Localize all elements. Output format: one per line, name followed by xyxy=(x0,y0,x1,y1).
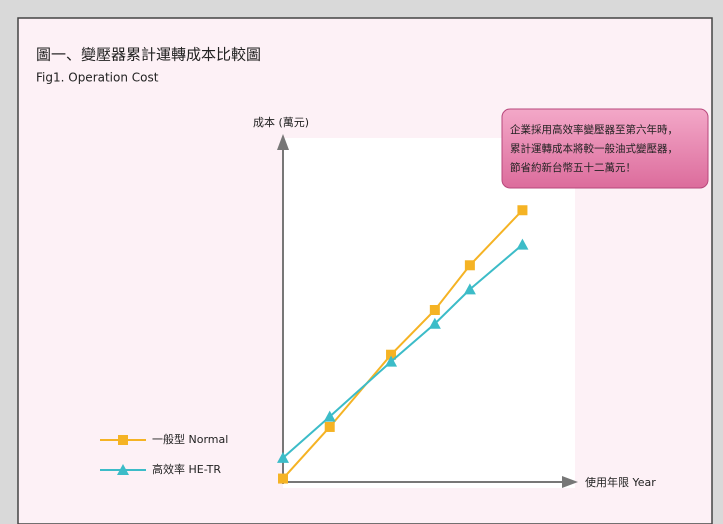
legend-label: 高效率 HE-TR xyxy=(152,462,221,476)
plot-area xyxy=(283,138,575,488)
legend-marker xyxy=(118,435,128,445)
marker xyxy=(278,473,288,484)
chart-title: 圖一、變壓器累計運轉成本比較圖 xyxy=(36,46,261,64)
annotation-line: 企業採用高效率變壓器至第六年時， xyxy=(510,123,678,136)
legend-label: 一般型 Normal xyxy=(152,432,228,446)
marker xyxy=(323,410,336,422)
marker xyxy=(324,421,335,432)
marker xyxy=(385,355,398,367)
marker xyxy=(386,349,397,360)
x-axis-arrow xyxy=(562,476,578,488)
marker xyxy=(463,283,476,295)
y-axis-label: 成本 (萬元) xyxy=(253,115,309,129)
marker xyxy=(428,317,441,329)
x-axis-label: 使用年限 Year xyxy=(585,475,656,489)
annotation-box xyxy=(501,108,709,189)
y-axis-arrow xyxy=(277,134,289,150)
annotation-line: 累計運轉成本將較一般油式變壓器， xyxy=(510,142,678,155)
legend-marker xyxy=(117,464,129,475)
marker xyxy=(429,305,440,315)
marker xyxy=(516,238,529,250)
annotation-line: 節省約新台幣五十二萬元！ xyxy=(510,161,636,174)
series-line xyxy=(282,209,524,480)
marker xyxy=(517,205,528,216)
chart-subtitle: Fig1. Operation Cost xyxy=(36,71,159,85)
marker xyxy=(464,260,475,271)
series-line xyxy=(282,243,524,459)
marker xyxy=(277,451,289,463)
